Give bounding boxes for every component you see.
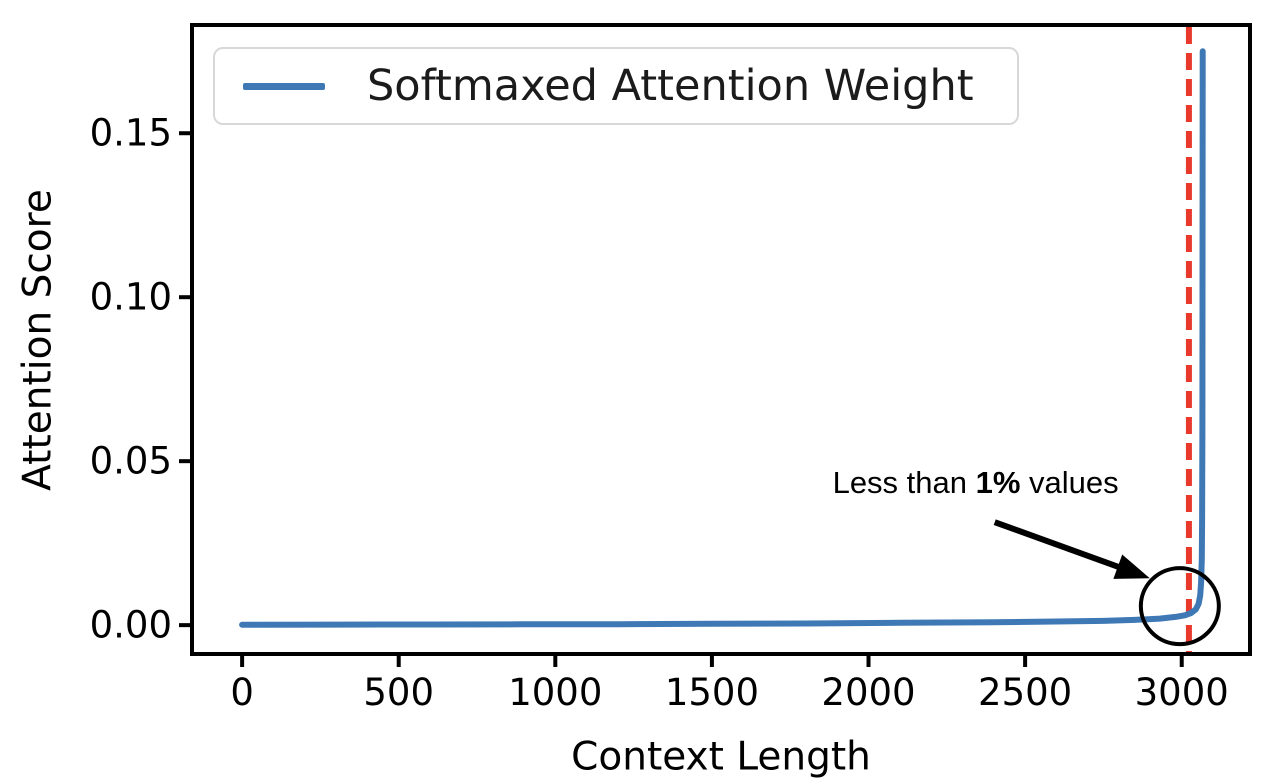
annotation-arrow-line [993, 519, 1132, 575]
x-tick-label: 2500 [978, 671, 1073, 714]
x-tick-label: 0 [230, 671, 254, 714]
x-axis-label: Context Length [571, 734, 871, 780]
annotation-text-suffix: values [1020, 465, 1119, 501]
x-tick-label: 1000 [508, 671, 603, 714]
y-tick-label: 0.00 [89, 603, 172, 647]
x-tick-label: 1500 [664, 671, 759, 714]
x-tick-label: 500 [363, 671, 435, 714]
attention-curve [239, 48, 1206, 628]
annotation-circle [1138, 566, 1221, 647]
annotation-text-bold: 1% [975, 465, 1021, 501]
legend-line-sample-icon [243, 82, 325, 90]
annotation-text: Less than 1% values [833, 465, 1119, 501]
y-tick-label: 0.15 [89, 111, 172, 155]
annotation-arrowhead-icon [1113, 554, 1150, 579]
plot-border [190, 23, 1252, 656]
legend-label: Softmaxed Attention Weight [367, 61, 974, 111]
x-tick-label: 2000 [821, 671, 916, 714]
legend: Softmaxed Attention Weight [213, 47, 1019, 125]
y-tick-label: 0.05 [89, 439, 172, 483]
x-tick-label: 3000 [1134, 671, 1229, 714]
y-tick-label: 0.10 [89, 275, 172, 319]
annotation-text-prefix: Less than [832, 465, 976, 501]
tick-marks [179, 131, 1184, 667]
